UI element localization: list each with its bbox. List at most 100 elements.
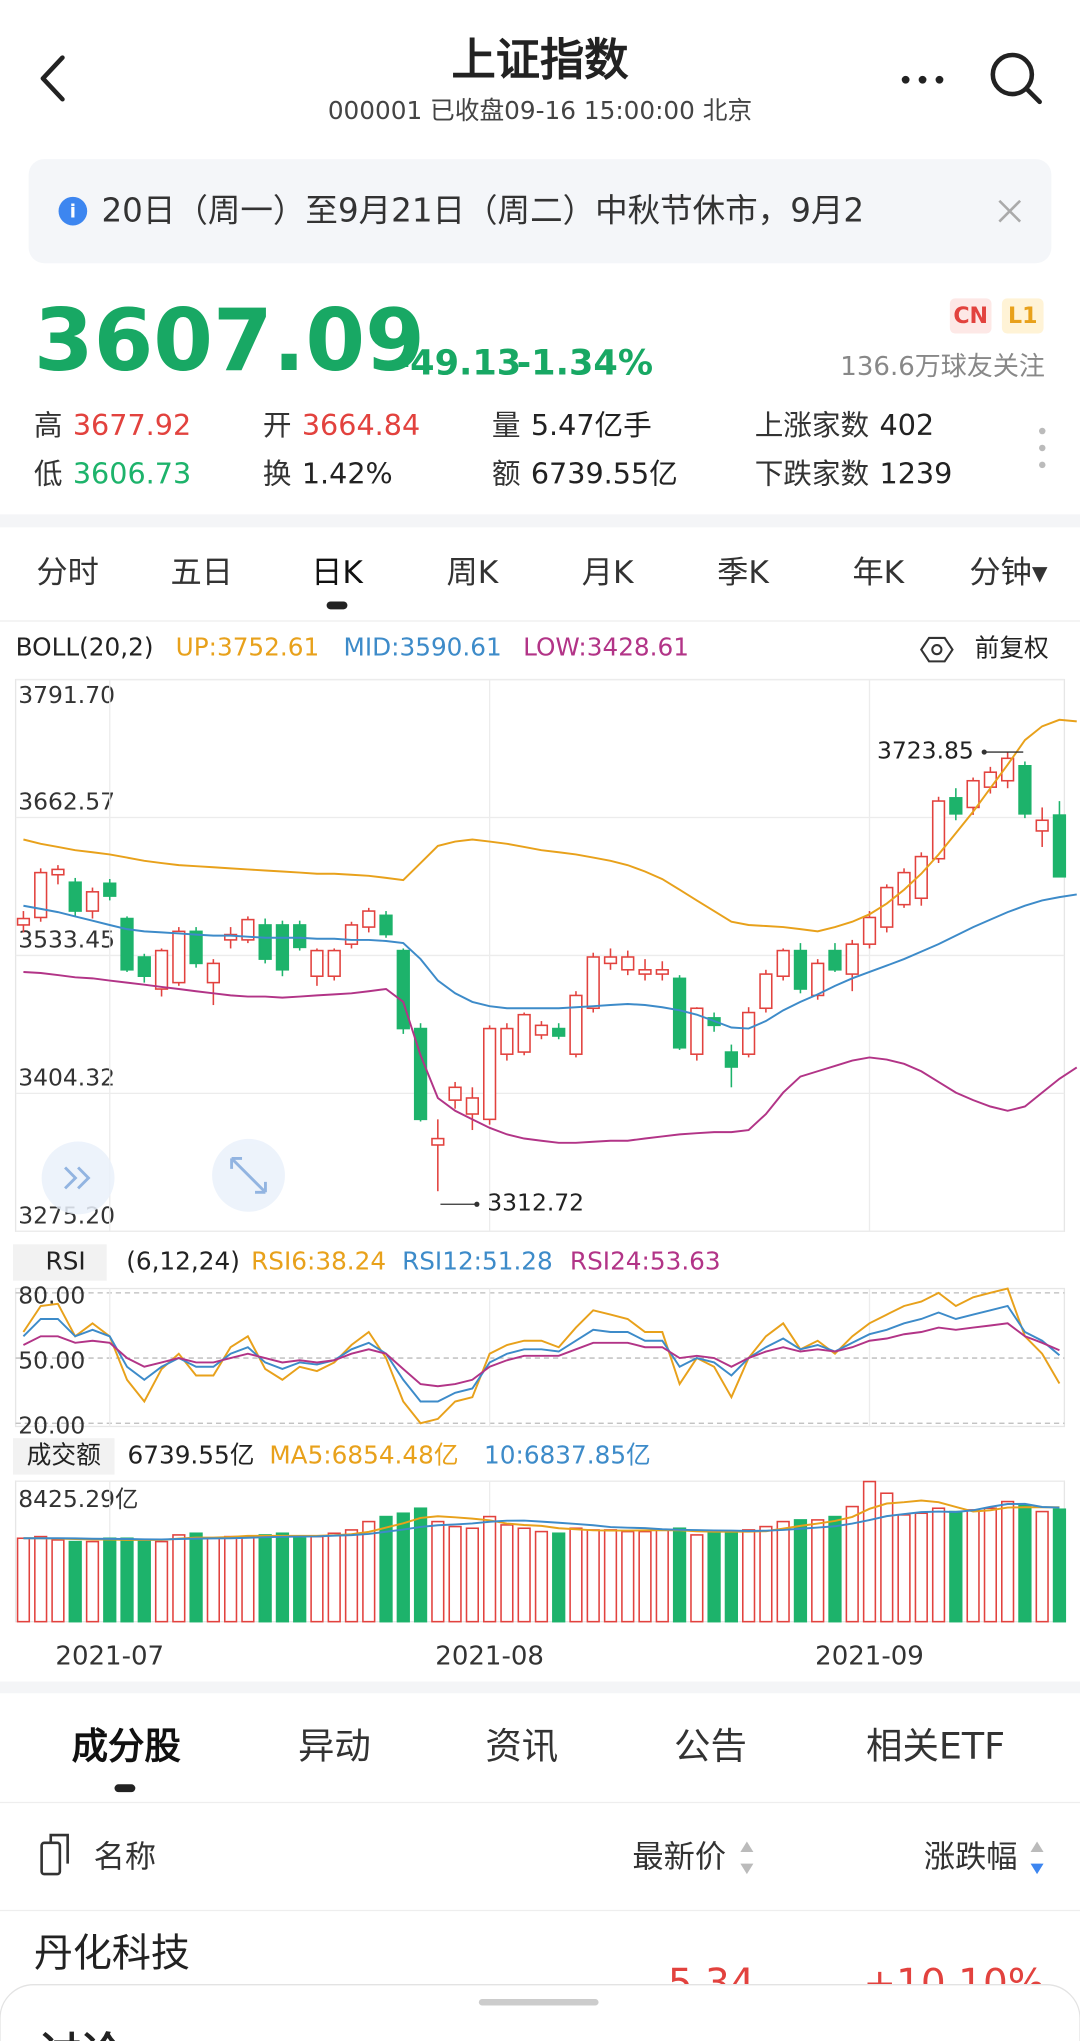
candle-body (154, 949, 169, 990)
stat-label: 上涨家数 (755, 408, 869, 442)
candle-body (241, 918, 255, 941)
volume-bar (793, 1519, 808, 1623)
notice-text: 20日（周一）至9月21日（周二）中秋节休市，9月2 (101, 191, 864, 229)
volume-bar (68, 1540, 82, 1623)
candle-body (880, 886, 894, 928)
sub-tab[interactable]: 资讯 (485, 1724, 558, 1767)
candle-body (862, 916, 877, 945)
candle-body (983, 771, 998, 788)
settings-icon[interactable] (920, 636, 954, 663)
search-button[interactable] (990, 52, 1042, 105)
bottom-sheet[interactable] (0, 1984, 1080, 2041)
candle-body (206, 962, 220, 984)
candle-body (638, 969, 652, 975)
candle-body (223, 933, 238, 941)
volume-bar (534, 1530, 549, 1623)
stat-value: 3664.84 (302, 408, 420, 442)
period-tab[interactable]: 年K (852, 555, 905, 591)
candle-body (465, 1097, 479, 1115)
volume-label-bg (13, 1438, 115, 1475)
candle-body (500, 1027, 514, 1055)
volume-bar (310, 1535, 324, 1623)
period-tab[interactable]: 五日 (170, 555, 232, 591)
boll-legend: LOW:3428.61 (523, 632, 689, 661)
close-notice[interactable] (998, 199, 1022, 223)
candle-body (759, 973, 773, 1010)
more-stats[interactable] (1039, 427, 1046, 469)
separator (0, 514, 1080, 528)
volume-bar (51, 1539, 65, 1623)
column-header[interactable]: 涨跌幅 (924, 1839, 1018, 1875)
volume-bar (811, 1519, 825, 1623)
candle-body (914, 855, 928, 900)
badge: L1 (1008, 303, 1037, 329)
notice-box (28, 159, 1052, 264)
volume-bar (569, 1527, 583, 1623)
y-tick-label: 3662.57 (18, 788, 115, 816)
y-tick-label: 3533.45 (18, 926, 115, 954)
candle-body (34, 871, 48, 919)
fullscreen-button[interactable] (212, 1138, 285, 1212)
period-tab[interactable]: 分钟▾ (969, 555, 1047, 591)
back-button[interactable] (40, 55, 65, 102)
volume-bar (275, 1532, 290, 1623)
period-tab[interactable]: 周K (446, 555, 499, 591)
badge-bg (949, 298, 992, 334)
sub-tab[interactable]: 成分股 (72, 1724, 182, 1767)
more-button[interactable] (901, 75, 944, 84)
indicator-line (23, 1502, 1060, 1541)
volume-bar (914, 1512, 928, 1623)
x-tick-label: 2021-07 (55, 1641, 164, 1671)
sheet-title: 讨论 (39, 2028, 123, 2041)
stat-label: 额 (492, 456, 521, 490)
column-icon[interactable] (40, 1833, 69, 1876)
period-tab[interactable]: 日K (311, 555, 364, 591)
period-tab[interactable]: 月K (582, 555, 635, 591)
volume-bar (258, 1534, 272, 1623)
volume-bar (776, 1520, 790, 1623)
volume-bar (482, 1515, 497, 1623)
annotation-dot (474, 1201, 480, 1207)
volume-bar (34, 1535, 48, 1623)
boll-legend: BOLL(20,2) (16, 632, 154, 661)
candle-body (621, 956, 635, 971)
title: 上证指数 (452, 35, 630, 86)
sub-tab[interactable]: 异动 (298, 1724, 371, 1767)
volume-bar (172, 1534, 186, 1623)
candle-body (431, 1137, 445, 1146)
volume-bar (707, 1532, 721, 1623)
sub-tab[interactable]: 公告 (674, 1724, 747, 1767)
stat-label: 开 (263, 408, 292, 442)
y-tick-label: 20.00 (18, 1412, 85, 1440)
sub-tab[interactable]: 相关ETF (866, 1724, 1005, 1767)
volume-bar (465, 1527, 479, 1623)
volume-bar (983, 1507, 998, 1623)
stock-name[interactable]: 丹化科技 (34, 1932, 190, 1977)
stat-value: 6739.55亿 (531, 456, 678, 490)
collapse-button[interactable] (41, 1141, 115, 1215)
column-header[interactable]: 最新价 (632, 1839, 726, 1875)
annotation-dot (981, 749, 987, 755)
volume-bar (586, 1529, 600, 1623)
rsi-legend: RSI12:51.28 (402, 1247, 553, 1276)
candle-body (1035, 819, 1049, 832)
rsi-legend: RSI6:38.24 (251, 1247, 386, 1276)
period-tab[interactable]: 分时 (36, 555, 98, 591)
period-tab[interactable]: 季K (717, 555, 770, 591)
candle-body (189, 930, 203, 965)
volume-total: 6739.55亿 (128, 1440, 255, 1469)
adjust-toggle[interactable]: 前复权 (975, 634, 1049, 663)
volume-bar (396, 1512, 410, 1623)
boll-legend: UP:3752.61 (176, 632, 320, 661)
volume-bar (880, 1492, 894, 1623)
rsi-label-bg (13, 1244, 107, 1281)
badge: CN (953, 303, 988, 329)
indicator-line (23, 1499, 1060, 1541)
stat-value: 5.47亿手 (531, 408, 652, 442)
candle-body (258, 924, 272, 960)
volume-bar (448, 1525, 462, 1623)
volume-bar (621, 1530, 635, 1623)
stat-value: 1239 (880, 456, 953, 490)
info-icon (58, 196, 88, 226)
candle-body (327, 949, 341, 977)
